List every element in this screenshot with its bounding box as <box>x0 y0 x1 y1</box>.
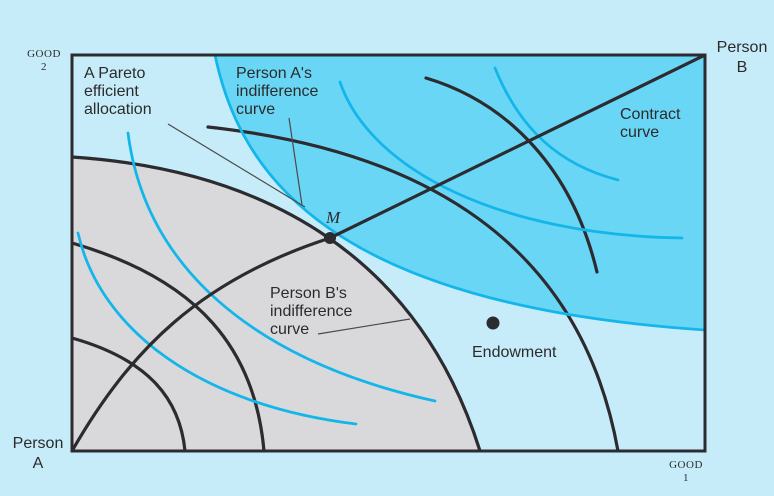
b-indiff-label-line3: curve <box>270 321 309 338</box>
b-indiff-label-line1: Person B's <box>270 285 347 302</box>
b-indifference-curve-4 <box>338 80 684 240</box>
b-indifference-curve-1 <box>76 231 358 426</box>
person-b-label-line2: B <box>737 59 748 76</box>
a-indifference-curve-4 <box>206 125 620 451</box>
person-b-label-line1: Person <box>717 39 768 56</box>
b-indifference-curve-2 <box>126 131 437 403</box>
region-b-preferred-set <box>215 55 705 330</box>
point-m-label: M <box>325 208 341 227</box>
good1-label-line1: GOOD <box>669 459 703 471</box>
region-a-preferred-set <box>72 157 480 451</box>
b-indifference-curve-3 <box>213 55 705 332</box>
point-m-marker <box>324 232 336 244</box>
person-a-label-line2: A <box>33 455 44 472</box>
pareto-label-line3: allocation <box>84 101 152 118</box>
a-indifference-curve-2 <box>72 241 266 451</box>
pareto-leader-line <box>167 123 306 208</box>
endowment-marker <box>486 316 500 330</box>
contract-label-line1: Contract <box>620 106 681 123</box>
a-indiff-label-line2: indifference <box>236 83 319 100</box>
contract-curve <box>72 55 705 451</box>
good1-label-line2: 1 <box>683 472 689 484</box>
b-indiff-label-line2: indifference <box>270 303 353 320</box>
a-indiff-label-line3: curve <box>236 101 275 118</box>
good2-label-line1: GOOD <box>27 48 61 60</box>
b-indifference-curve-5 <box>493 66 620 182</box>
pareto-label-line2: efficient <box>84 83 139 100</box>
contract-label-line2: curve <box>620 124 659 141</box>
person-a-label-line1: Person <box>13 435 64 452</box>
endowment-label: Endowment <box>472 344 557 361</box>
pareto-label-line1: A Pareto <box>84 65 145 82</box>
a-indiff-leader-line <box>288 117 303 206</box>
a-indifference-curve-1 <box>72 336 187 451</box>
edgeworth-box-border <box>70 53 707 453</box>
good2-label-line2: 2 <box>41 61 47 73</box>
a-indiff-label-line1: Person A's <box>236 65 312 82</box>
b-indiff-leader-line <box>317 318 411 335</box>
